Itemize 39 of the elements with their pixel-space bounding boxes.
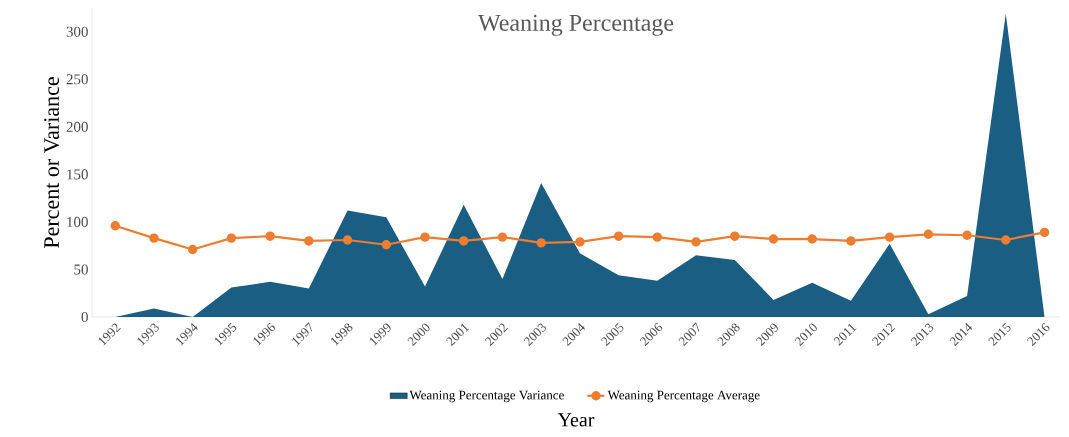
point [420, 232, 430, 242]
point [730, 231, 740, 241]
point [691, 237, 701, 247]
point [807, 234, 817, 244]
point [923, 229, 934, 239]
legend-label: Weaning Percentage Variance [409, 390, 564, 403]
point [110, 221, 120, 231]
point [1001, 235, 1011, 245]
y-tick-label: 250 [66, 74, 88, 85]
point [768, 234, 779, 244]
point [459, 236, 469, 246]
point [1039, 227, 1050, 238]
point [613, 231, 624, 241]
y-tick-label: 0 [81, 311, 88, 323]
point [381, 240, 391, 250]
x-tick-label: 2011 [833, 323, 857, 346]
point [226, 233, 237, 243]
point [652, 232, 663, 242]
point [304, 236, 314, 246]
chart-title: Weaning Percentage [478, 14, 674, 36]
point [962, 230, 972, 240]
y-tick-label: 200 [66, 121, 88, 132]
point [536, 238, 546, 248]
y-tick-label: 100 [67, 216, 88, 227]
point [497, 232, 508, 242]
x-axis-title: Year [557, 413, 595, 427]
point [265, 231, 275, 241]
point [884, 232, 895, 242]
x-tick-label: 2001 [446, 323, 470, 347]
y-tick-label: 150 [67, 169, 88, 180]
point [149, 233, 159, 243]
legend-label: Weaning Percentage Average [607, 390, 760, 403]
y-axis-title: Percent or Variance [44, 77, 60, 248]
point [575, 237, 585, 247]
point [342, 235, 353, 245]
y-tick-label: 300 [66, 26, 88, 37]
point [846, 236, 856, 246]
point [187, 244, 198, 255]
y-tick-label: 50 [74, 264, 88, 275]
